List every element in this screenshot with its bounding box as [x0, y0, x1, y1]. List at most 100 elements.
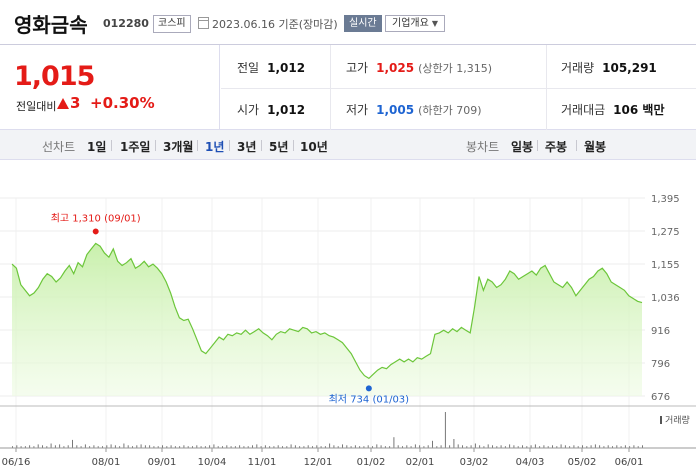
volume-bar	[543, 445, 545, 448]
volume-bar	[624, 445, 626, 448]
tab-5y[interactable]: 5년	[269, 140, 289, 154]
low-label: 저가	[346, 103, 369, 117]
volume-bar	[534, 444, 536, 448]
up-triangle-icon	[57, 98, 69, 109]
current-price-box: 1,015 전일대비 3 +0.30%	[0, 45, 220, 130]
volume-bar	[316, 445, 318, 448]
volume-bar	[406, 445, 408, 448]
volume-bar	[599, 445, 601, 448]
volume-bar	[256, 444, 258, 448]
volume-bar	[414, 444, 416, 448]
tab-3m[interactable]: 3개월	[163, 140, 194, 154]
volume-bar	[209, 445, 211, 448]
tab-1y[interactable]: 1년	[205, 140, 225, 154]
volume-bar	[157, 446, 159, 448]
volume-bar	[243, 446, 245, 448]
volume-bar	[556, 446, 558, 448]
company-overview-dropdown[interactable]: 기업개요 ▼	[385, 15, 445, 32]
volume-bar	[247, 446, 249, 448]
column-divider	[330, 45, 331, 130]
volume-bar	[114, 445, 116, 448]
tab-10y[interactable]: 10년	[300, 140, 328, 154]
volume-bar	[140, 444, 142, 448]
tab-1d[interactable]: 1일	[87, 140, 107, 154]
volume-bar	[106, 445, 108, 448]
volume-bar	[509, 444, 511, 448]
volume-bar	[573, 445, 575, 448]
volume-axis-label: 거래량	[665, 414, 690, 426]
volume-label: 거래량	[561, 61, 595, 75]
realtime-button[interactable]: 실시간	[344, 15, 382, 32]
company-overview-label: 기업개요	[392, 18, 429, 29]
volume-bar	[294, 445, 296, 448]
tab-1w[interactable]: 1주일	[120, 140, 151, 154]
candle-chart-title: 봉차트	[466, 140, 500, 154]
x-tick-label: 10/04	[198, 457, 227, 468]
volume-bar	[230, 446, 232, 448]
volume-bar	[376, 444, 378, 448]
volume-bar	[102, 446, 103, 448]
volume-bar	[324, 446, 326, 448]
volume-bar	[72, 439, 73, 448]
volume-bar	[380, 445, 382, 448]
volume-bar	[12, 446, 13, 448]
volume-bar	[479, 445, 481, 448]
tab-divider	[111, 140, 112, 151]
market-badge: 코스피	[153, 15, 191, 33]
volume-bar	[320, 446, 322, 448]
price-summary: 1,015 전일대비 3 +0.30% 전일 1,012 고가 1,025 (상한가 …	[0, 44, 696, 130]
volume-bar	[192, 446, 193, 448]
volume-bar	[277, 445, 279, 448]
volume-bar	[569, 446, 571, 448]
volume-bar	[93, 445, 95, 448]
volume-bar	[350, 446, 352, 448]
volume-bar	[427, 445, 429, 448]
tab-divider	[155, 140, 156, 151]
y-axis-ticks: 1,395 1,275 1,155 1,036 916 796 676	[651, 194, 680, 403]
tab-monthly[interactable]: 월봉	[584, 140, 607, 154]
volume-bar	[539, 446, 541, 448]
tab-weekly[interactable]: 주봉	[545, 140, 568, 154]
volume-bar	[76, 445, 78, 448]
volume-bar	[496, 446, 498, 448]
volume-bar	[530, 445, 532, 448]
volume-bar	[384, 446, 386, 448]
volume-bar	[59, 444, 61, 448]
x-tick-label: 03/02	[460, 457, 489, 468]
volume-bar	[20, 446, 22, 448]
upper-limit: (상한가 1,315)	[418, 62, 492, 75]
volume-bar	[594, 444, 596, 448]
volume-bar	[582, 445, 583, 448]
volume-bar	[367, 445, 369, 448]
prev-close-value: 1,012	[267, 61, 306, 75]
volume-bar	[462, 445, 463, 448]
volume-bar	[162, 445, 163, 448]
volume-bar	[33, 446, 35, 448]
volume-bar	[264, 445, 266, 448]
volume-bar	[444, 412, 446, 448]
volume-bar	[200, 446, 202, 448]
volume-bar	[372, 446, 373, 448]
y-tick-label: 1,036	[651, 293, 680, 304]
volume-bar	[239, 445, 241, 448]
x-tick-label: 08/01	[92, 457, 121, 468]
volume-bar	[54, 445, 56, 448]
low-value: 1,005	[376, 103, 415, 117]
y-tick-label: 796	[651, 359, 670, 370]
tab-3y[interactable]: 3년	[237, 140, 257, 154]
high-point-label: 최고 1,310 (09/01)	[51, 212, 141, 224]
volume-bar	[252, 445, 253, 448]
volume-bar	[303, 446, 305, 448]
chevron-down-icon: ▼	[431, 19, 438, 28]
volume-bar	[590, 445, 592, 448]
change-label: 전일대비	[16, 100, 57, 113]
volume-bar	[84, 444, 86, 448]
volume-bar	[504, 446, 506, 448]
y-tick-label: 1,155	[651, 260, 680, 271]
open-value: 1,012	[267, 103, 306, 117]
open-cell: 시가 1,012	[237, 101, 305, 118]
line-chart-title: 선차트	[42, 140, 76, 154]
volume-bar	[492, 445, 493, 448]
volume-bar	[273, 446, 275, 448]
tab-daily[interactable]: 일봉	[511, 140, 534, 154]
